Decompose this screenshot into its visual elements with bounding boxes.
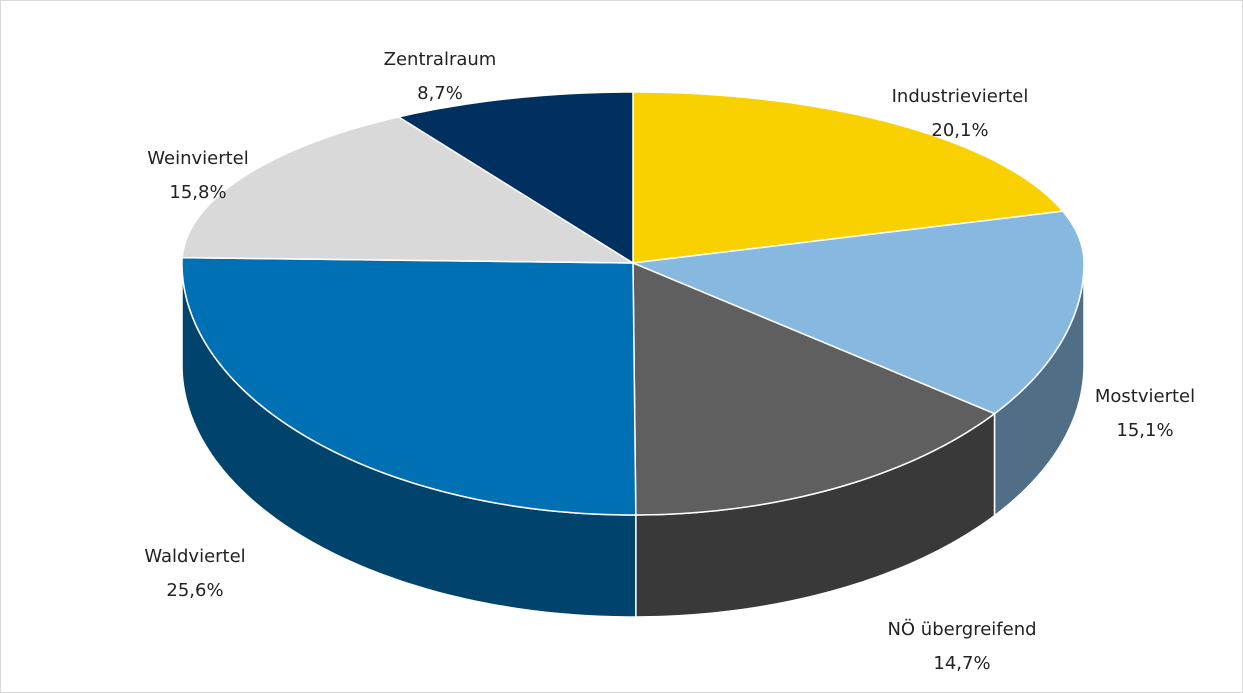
- labels: Industrieviertel 20,1% Mostviertel 15,1% NÖ …: [144, 49, 1195, 674]
- slice-value: 25,6%: [166, 580, 223, 601]
- slice: [181, 116, 636, 264]
- slice-label: NÖ übergreifend: [887, 618, 1036, 640]
- slice-value: 20,1%: [931, 120, 988, 141]
- slice: [181, 256, 637, 516]
- slice-value: 8,7%: [417, 83, 463, 104]
- slice-label: Industrieviertel: [892, 86, 1029, 107]
- slice-label: Weinviertel: [147, 148, 249, 169]
- slice: [632, 91, 1065, 264]
- slice-value: 15,1%: [1116, 420, 1173, 441]
- slice-label: Mostviertel: [1095, 386, 1195, 407]
- slice-label: Zentralraum: [384, 49, 497, 70]
- slice: [396, 91, 634, 265]
- pie-tops: [181, 91, 1085, 516]
- slice-value: 15,8%: [169, 182, 226, 203]
- slice-label: Waldviertel: [144, 546, 245, 567]
- slice: [630, 210, 1085, 415]
- slice-value: 14,7%: [933, 653, 990, 674]
- slice: [632, 261, 997, 516]
